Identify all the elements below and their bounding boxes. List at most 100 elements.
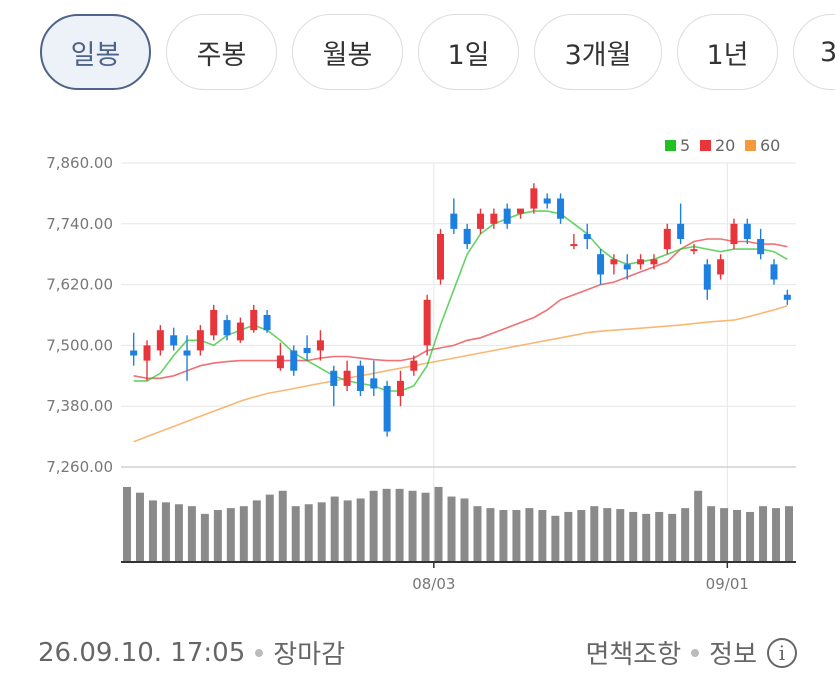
volume-bar bbox=[460, 498, 469, 562]
volume-bar bbox=[200, 513, 209, 562]
candle-body bbox=[690, 249, 698, 252]
volume-bar bbox=[317, 502, 326, 562]
candle-body bbox=[450, 213, 458, 229]
legend-label: 20 bbox=[715, 136, 735, 155]
candle-body bbox=[343, 370, 351, 386]
volume-bar bbox=[226, 508, 235, 562]
candle-body bbox=[663, 228, 671, 250]
volume-bar bbox=[369, 490, 378, 562]
info-link[interactable]: 정보 bbox=[709, 640, 757, 670]
candle-body bbox=[143, 345, 151, 361]
tab-monthly[interactable]: 월봉 bbox=[292, 14, 403, 90]
volume-bar bbox=[538, 510, 547, 562]
info-circle-icon[interactable]: i bbox=[767, 637, 797, 668]
candle-body bbox=[583, 233, 591, 239]
y-tick-label: 7,500.00 bbox=[46, 336, 113, 354]
volume-bar bbox=[759, 506, 768, 562]
volume-bar bbox=[590, 506, 599, 562]
x-tick-label: 08/03 bbox=[412, 575, 455, 593]
volume-bar bbox=[395, 488, 404, 562]
candle-body bbox=[703, 264, 711, 290]
volume-bar bbox=[123, 486, 131, 562]
volume-bar bbox=[733, 510, 742, 562]
y-tick-label: 7,260.00 bbox=[46, 458, 113, 476]
tab-weekly[interactable]: 주봉 bbox=[166, 14, 277, 90]
volume-bar bbox=[330, 496, 339, 562]
market-status: 장마감 bbox=[273, 640, 346, 670]
volume-bar bbox=[213, 510, 222, 562]
candle-body bbox=[597, 254, 605, 275]
candle-body bbox=[276, 355, 284, 369]
candle-body bbox=[463, 228, 471, 245]
volume-bar bbox=[148, 500, 157, 562]
ma60-line bbox=[133, 305, 788, 443]
legend-swatch bbox=[700, 140, 711, 151]
volume-bar bbox=[473, 506, 482, 562]
candle-body bbox=[156, 330, 164, 351]
candle-body bbox=[770, 264, 778, 280]
tab-3year[interactable]: 3 bbox=[793, 14, 835, 90]
candle-body bbox=[223, 320, 231, 336]
candle-body bbox=[490, 213, 498, 224]
volume-bar bbox=[564, 511, 573, 562]
volume-bar bbox=[668, 513, 677, 562]
volume-bar bbox=[642, 513, 651, 562]
candle-body bbox=[236, 322, 244, 341]
datetime-text: 26.09.10. 17:05 bbox=[38, 637, 246, 668]
y-tick-label: 7,380.00 bbox=[46, 397, 113, 415]
volume-bar bbox=[291, 506, 300, 562]
disclaimer-link[interactable]: 면책조항 bbox=[585, 640, 682, 670]
chart-footer: 26.09.10. 17:05 장마감 면책조항 정보 i bbox=[38, 634, 797, 674]
candle-body bbox=[570, 244, 578, 247]
legend-swatch bbox=[745, 140, 756, 151]
candle-body bbox=[530, 188, 538, 209]
candle-body bbox=[356, 365, 364, 391]
ma20-line bbox=[133, 238, 788, 380]
candle-body bbox=[717, 259, 725, 275]
volume-bar bbox=[174, 504, 183, 562]
candle-body bbox=[436, 233, 444, 280]
separator-dot bbox=[691, 648, 700, 657]
candle-body bbox=[543, 198, 551, 204]
candle-body bbox=[423, 299, 431, 346]
volume-bar bbox=[577, 510, 586, 562]
volume-bar bbox=[356, 498, 365, 562]
volume-bar bbox=[694, 490, 703, 562]
volume-bar bbox=[772, 508, 781, 562]
volume-bar bbox=[252, 500, 261, 562]
volume-bar bbox=[785, 506, 793, 562]
volume-bar bbox=[343, 500, 352, 562]
candle-body bbox=[383, 385, 391, 432]
volume-bar bbox=[434, 486, 443, 562]
tab-3month[interactable]: 3개월 bbox=[534, 14, 662, 90]
volume-bar bbox=[304, 504, 313, 562]
candle-body bbox=[330, 370, 338, 386]
stock-chart: 7,860.00 7,740.00 7,620.00 7,500.00 7,380.00… bbox=[46, 136, 796, 593]
volume-bar bbox=[746, 511, 755, 562]
volume-bar bbox=[655, 511, 664, 562]
candle-body bbox=[503, 208, 511, 224]
volume-bar bbox=[720, 508, 729, 562]
tab-1day[interactable]: 1일 bbox=[418, 14, 519, 90]
volume-bar bbox=[499, 510, 508, 562]
candle-body bbox=[757, 239, 765, 255]
candle-body bbox=[650, 259, 658, 265]
y-tick-label: 7,860.00 bbox=[46, 154, 113, 172]
x-tick-label: 09/01 bbox=[706, 575, 749, 593]
candle-body bbox=[370, 378, 378, 389]
y-tick-label: 7,740.00 bbox=[46, 215, 113, 233]
candle-body bbox=[183, 350, 191, 356]
legend-swatch bbox=[665, 140, 676, 151]
ma5-line bbox=[133, 210, 788, 392]
volume-bar bbox=[135, 492, 144, 562]
candle-body bbox=[517, 208, 525, 214]
separator-dot bbox=[255, 648, 264, 657]
candle-body bbox=[783, 294, 791, 300]
tab-daily[interactable]: 일봉 bbox=[40, 14, 151, 90]
candle-body bbox=[316, 340, 324, 351]
volume-bar bbox=[707, 506, 716, 562]
volume-bar bbox=[603, 508, 612, 562]
tab-1year[interactable]: 1년 bbox=[677, 14, 778, 90]
candle-body bbox=[477, 213, 485, 229]
volume-bar bbox=[681, 508, 690, 562]
